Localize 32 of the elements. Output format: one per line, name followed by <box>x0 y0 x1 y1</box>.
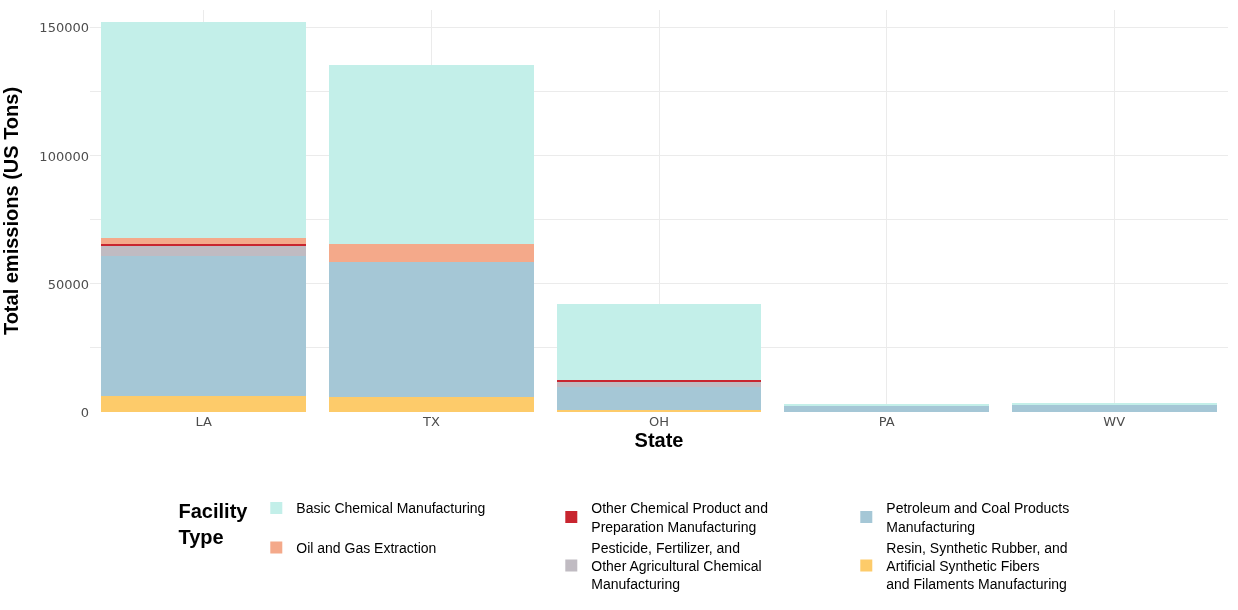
bar <box>101 396 307 412</box>
y-axis-title: Total emissions (US Tons) <box>0 86 22 336</box>
x-axis-title: State <box>634 429 684 451</box>
bar <box>101 237 307 244</box>
x-tick-label: PA <box>878 414 895 429</box>
legend-label: Petroleum and Coal Products Manufacturing <box>886 500 1070 535</box>
legend-label: Basic Chemical Manufacturing <box>296 500 486 517</box>
bar <box>101 245 307 256</box>
y-tick-label: 50000 <box>47 276 89 292</box>
bar <box>101 22 307 238</box>
legend-title: Facility Type <box>178 500 249 549</box>
x-tick-label: TX <box>421 414 440 429</box>
y-tick-label: 0 <box>80 404 89 420</box>
legend-label: Other Chemical Product and Preparation Manufacturing <box>591 500 768 535</box>
bar <box>328 243 534 263</box>
legend-label: Oil and Gas Extraction <box>296 539 437 556</box>
x-tick-label: LA <box>195 414 213 429</box>
legend-label: Pesticide, Fertilizer, and Other Agricultural Chemical Manufacturing <box>591 539 762 593</box>
bar <box>101 255 307 397</box>
y-tick-label: 150000 <box>39 20 89 36</box>
bar <box>328 64 534 244</box>
bar <box>556 304 762 380</box>
bar <box>556 387 762 411</box>
y-tick-label: 100000 <box>39 148 89 164</box>
x-tick-label: WV <box>1103 414 1126 429</box>
bar <box>784 405 990 412</box>
x-tick-label: OH <box>648 414 670 429</box>
bar <box>328 262 534 397</box>
bar <box>328 396 534 412</box>
bar <box>1011 404 1217 412</box>
bar <box>556 382 762 388</box>
legend-label: Resin, Synthetic Rubber, and Artificial Synthetic Fibers and Filaments Manufacturing <box>886 539 1068 593</box>
